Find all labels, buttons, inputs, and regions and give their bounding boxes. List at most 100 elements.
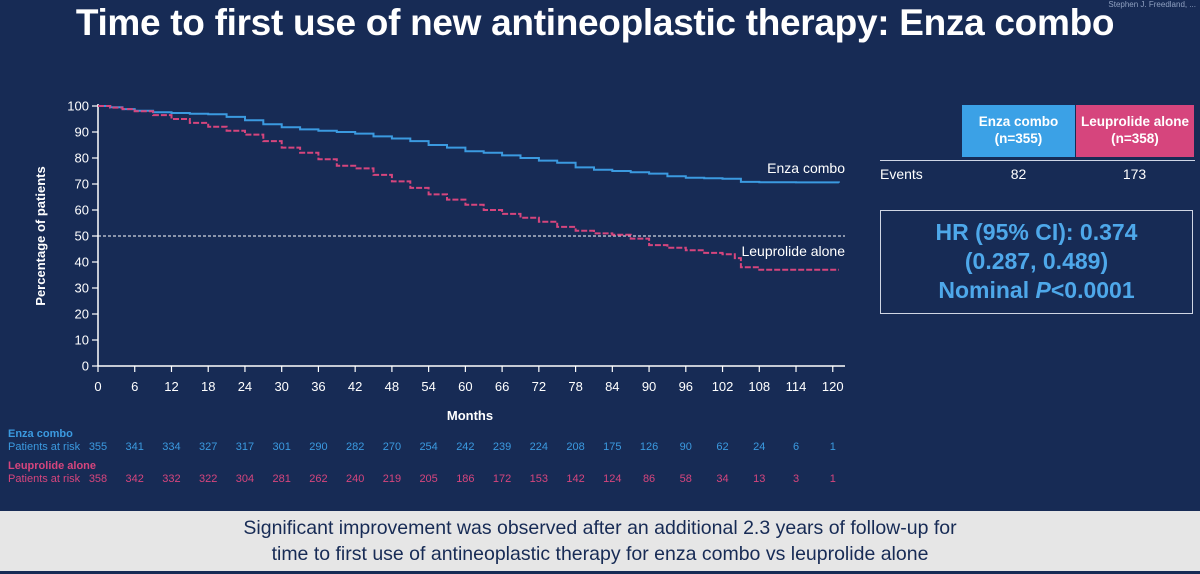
risk-count-leuprolide: 332 xyxy=(162,473,181,485)
risk-row-leuprolide: Leuprolide alone Patients at risk 358 342… xyxy=(0,460,870,490)
risk-count-enza: 24 xyxy=(753,441,766,453)
x-tick-label: 66 xyxy=(495,379,509,394)
col-leuprolide-n: (n=358) xyxy=(1111,131,1159,146)
hr-p-symbol: P xyxy=(1035,277,1051,303)
page-title: Time to first use of new antineoplastic … xyxy=(75,2,1115,43)
curve-label-enza: Enza combo xyxy=(767,160,845,176)
risk-count-enza: 282 xyxy=(345,441,365,453)
risk-count-leuprolide: 172 xyxy=(492,473,512,485)
x-tick-label: 60 xyxy=(458,379,472,394)
y-axis-label: Percentage of patients xyxy=(33,166,48,305)
y-tick-label: 20 xyxy=(75,307,89,322)
events-row-label: Events xyxy=(880,166,923,182)
risk-label-leuprolide: Patients at risk xyxy=(8,473,81,485)
risk-count-enza: 1 xyxy=(829,441,836,453)
hazard-ratio-box: HR (95% CI): 0.374 (0.287, 0.489) Nomina… xyxy=(880,210,1193,314)
x-tick-label: 24 xyxy=(238,379,252,394)
risk-count-enza: 341 xyxy=(125,441,144,453)
events-col-enza: Enza combo (n=355) xyxy=(962,105,1075,157)
y-tick-label: 10 xyxy=(75,333,89,348)
risk-count-enza: 224 xyxy=(529,441,549,453)
risk-label-enza: Patients at risk xyxy=(8,441,81,453)
risk-count-enza: 317 xyxy=(235,441,255,453)
curve-label-leuprolide: Leuprolide alone xyxy=(741,243,845,259)
x-tick-label: 6 xyxy=(131,379,138,394)
risk-count-leuprolide: 240 xyxy=(345,473,365,485)
risk-group-leuprolide: Leuprolide alone xyxy=(8,460,97,472)
risk-count-enza: 290 xyxy=(309,441,328,453)
risk-count-enza: 126 xyxy=(639,441,659,453)
x-tick-label: 18 xyxy=(201,379,215,394)
events-value-enza: 82 xyxy=(1010,166,1027,182)
events-divider xyxy=(880,160,1195,161)
risk-count-enza: 334 xyxy=(162,441,181,453)
x-tick-label: 108 xyxy=(748,379,770,394)
corner-citation: Stephen J. Freedland, ... xyxy=(1108,0,1196,9)
y-tick-label: 100 xyxy=(67,99,89,114)
risk-count-leuprolide: 1 xyxy=(829,473,836,485)
y-tick-label: 60 xyxy=(75,203,89,218)
risk-count-enza: 6 xyxy=(792,441,800,453)
x-tick-label: 42 xyxy=(348,379,362,394)
x-tick-label: 12 xyxy=(164,379,178,394)
risk-count-leuprolide: 142 xyxy=(566,473,585,485)
risk-count-leuprolide: 205 xyxy=(419,473,438,485)
y-tick-label: 0 xyxy=(82,359,89,374)
risk-count-enza: 90 xyxy=(679,441,692,453)
hr-nominal: Nominal xyxy=(938,277,1036,303)
x-tick-label: 72 xyxy=(532,379,546,394)
risk-count-enza: 270 xyxy=(382,441,402,453)
col-enza-n: (n=355) xyxy=(994,131,1043,146)
x-tick-label: 102 xyxy=(712,379,734,394)
risk-count-enza: 254 xyxy=(419,441,438,453)
events-value-leuprolide: 173 xyxy=(1122,166,1147,182)
y-tick-label: 80 xyxy=(75,151,89,166)
footer-banner: Significant improvement was observed aft… xyxy=(0,511,1200,571)
x-tick-label: 120 xyxy=(822,379,844,394)
footer-line-2: time to first use of antineoplastic ther… xyxy=(271,543,929,565)
footer-line-1: Significant improvement was observed aft… xyxy=(243,517,957,539)
hr-line-3: Nominal P<0.0001 xyxy=(881,276,1192,305)
risk-count-leuprolide: 124 xyxy=(603,473,622,485)
x-tick-label: 0 xyxy=(94,379,101,394)
risk-count-leuprolide: 34 xyxy=(716,473,729,485)
risk-count-leuprolide: 153 xyxy=(529,473,549,485)
series-line-enza xyxy=(98,105,840,184)
risk-count-enza: 355 xyxy=(88,441,108,453)
risk-count-leuprolide: 3 xyxy=(792,473,800,485)
risk-count-leuprolide: 322 xyxy=(199,473,218,485)
x-tick-label: 48 xyxy=(385,379,399,394)
risk-count-enza: 242 xyxy=(456,441,475,453)
risk-count-enza: 301 xyxy=(272,441,291,453)
y-tick-label: 40 xyxy=(75,255,89,270)
x-tick-label: 114 xyxy=(786,379,807,394)
risk-count-leuprolide: 58 xyxy=(679,473,692,485)
y-tick-label: 90 xyxy=(75,125,89,140)
x-axis-label: Months xyxy=(447,408,493,423)
risk-count-leuprolide: 86 xyxy=(642,473,656,485)
risk-count-enza: 327 xyxy=(199,441,218,453)
risk-count-enza: 62 xyxy=(716,441,729,453)
risk-count-enza: 175 xyxy=(603,441,622,453)
risk-count-leuprolide: 281 xyxy=(272,473,291,485)
y-tick-label: 70 xyxy=(75,177,89,192)
hr-line-1: HR (95% CI): 0.374 xyxy=(935,219,1138,245)
risk-count-leuprolide: 262 xyxy=(309,473,328,485)
risk-group-enza: Enza combo xyxy=(8,428,73,440)
y-tick-label: 50 xyxy=(75,229,89,244)
bottom-bar xyxy=(0,571,1200,574)
risk-count-enza: 239 xyxy=(492,441,512,453)
x-tick-label: 96 xyxy=(679,379,693,394)
risk-count-leuprolide: 219 xyxy=(382,473,402,485)
col-leuprolide-name: Leuprolide alone xyxy=(1080,114,1189,130)
y-tick-label: 30 xyxy=(75,281,89,296)
events-col-leuprolide: Leuprolide alone (n=358) xyxy=(1076,105,1194,157)
x-tick-label: 90 xyxy=(642,379,656,394)
x-tick-label: 78 xyxy=(568,379,582,394)
col-enza-name: Enza combo xyxy=(978,114,1059,130)
x-tick-label: 30 xyxy=(274,379,288,394)
risk-count-leuprolide: 358 xyxy=(88,473,108,485)
x-tick-label: 84 xyxy=(605,379,619,394)
risk-count-leuprolide: 186 xyxy=(456,473,475,485)
risk-count-leuprolide: 342 xyxy=(125,473,144,485)
